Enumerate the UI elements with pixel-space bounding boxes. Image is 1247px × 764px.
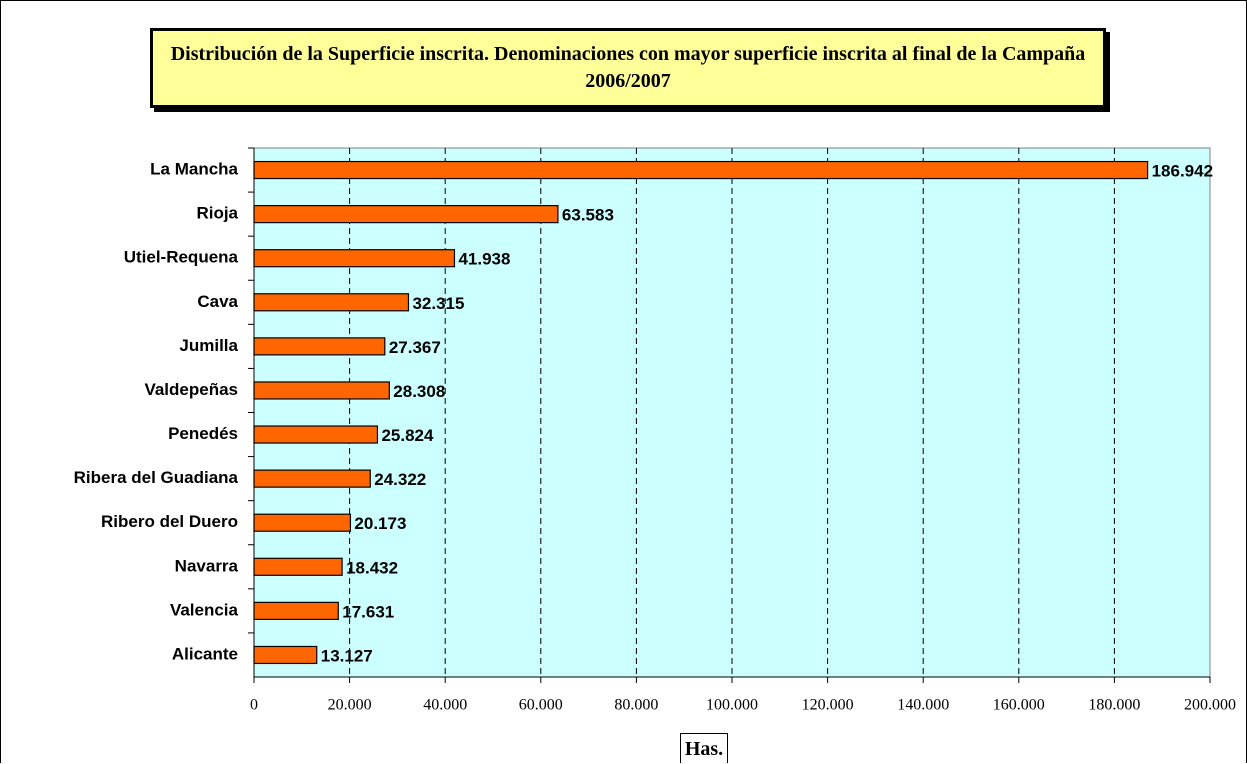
data-label: 63.583 — [562, 206, 614, 225]
bar — [253, 557, 343, 576]
x-tick-label: 20.000 — [328, 697, 372, 714]
bar — [253, 205, 559, 224]
data-label: 32.315 — [412, 294, 464, 313]
data-label: 186.942 — [1152, 162, 1213, 181]
x-tick-label: 160.000 — [993, 697, 1045, 714]
y-tick-label: Navarra — [175, 556, 239, 575]
y-tick-label: La Mancha — [150, 160, 238, 179]
x-tick-label: 40.000 — [423, 697, 467, 714]
bar — [253, 601, 339, 620]
y-tick-label: Rioja — [196, 204, 238, 223]
y-tick-label: Valdepeñas — [144, 380, 238, 399]
bar — [253, 513, 352, 532]
x-tick-label: 200.000 — [1184, 697, 1236, 714]
data-label: 18.432 — [346, 558, 398, 577]
bar — [253, 249, 456, 268]
bar — [253, 381, 390, 400]
data-label: 41.938 — [458, 250, 510, 269]
y-tick-label: Utiel-Requena — [124, 248, 239, 267]
bar — [253, 469, 371, 488]
data-label: 20.173 — [354, 514, 406, 533]
y-tick-label: Jumilla — [179, 336, 238, 355]
x-tick-label: 0 — [250, 697, 258, 714]
data-label: 25.824 — [381, 426, 434, 445]
data-label: 24.322 — [374, 470, 426, 489]
bar — [253, 337, 386, 356]
data-label: 17.631 — [342, 602, 394, 621]
x-tick-label: 180.000 — [1088, 697, 1140, 714]
data-label: 27.367 — [389, 338, 441, 357]
bar — [253, 425, 379, 444]
y-tick-label: Ribero del Duero — [101, 512, 238, 531]
bar — [253, 293, 410, 312]
y-tick-label: Valencia — [170, 600, 239, 619]
bar — [253, 160, 1149, 180]
y-tick-label: Penedés — [168, 424, 238, 443]
x-axis-label: Has. — [680, 733, 728, 763]
y-tick-label: Ribera del Guadiana — [74, 468, 239, 487]
x-tick-label: 100.000 — [706, 697, 758, 714]
data-label: 13.127 — [321, 646, 373, 665]
x-tick-label: 120.000 — [802, 697, 854, 714]
x-tick-label: 80.000 — [614, 697, 658, 714]
bar — [253, 645, 318, 665]
x-tick-label: 140.000 — [897, 697, 949, 714]
y-tick-label: Alicante — [172, 644, 238, 663]
data-label: 28.308 — [393, 382, 445, 401]
x-tick-label: 60.000 — [519, 697, 563, 714]
chart-title: Distribución de la Superficie inscrita. … — [150, 28, 1106, 108]
y-tick-label: Cava — [197, 292, 238, 311]
